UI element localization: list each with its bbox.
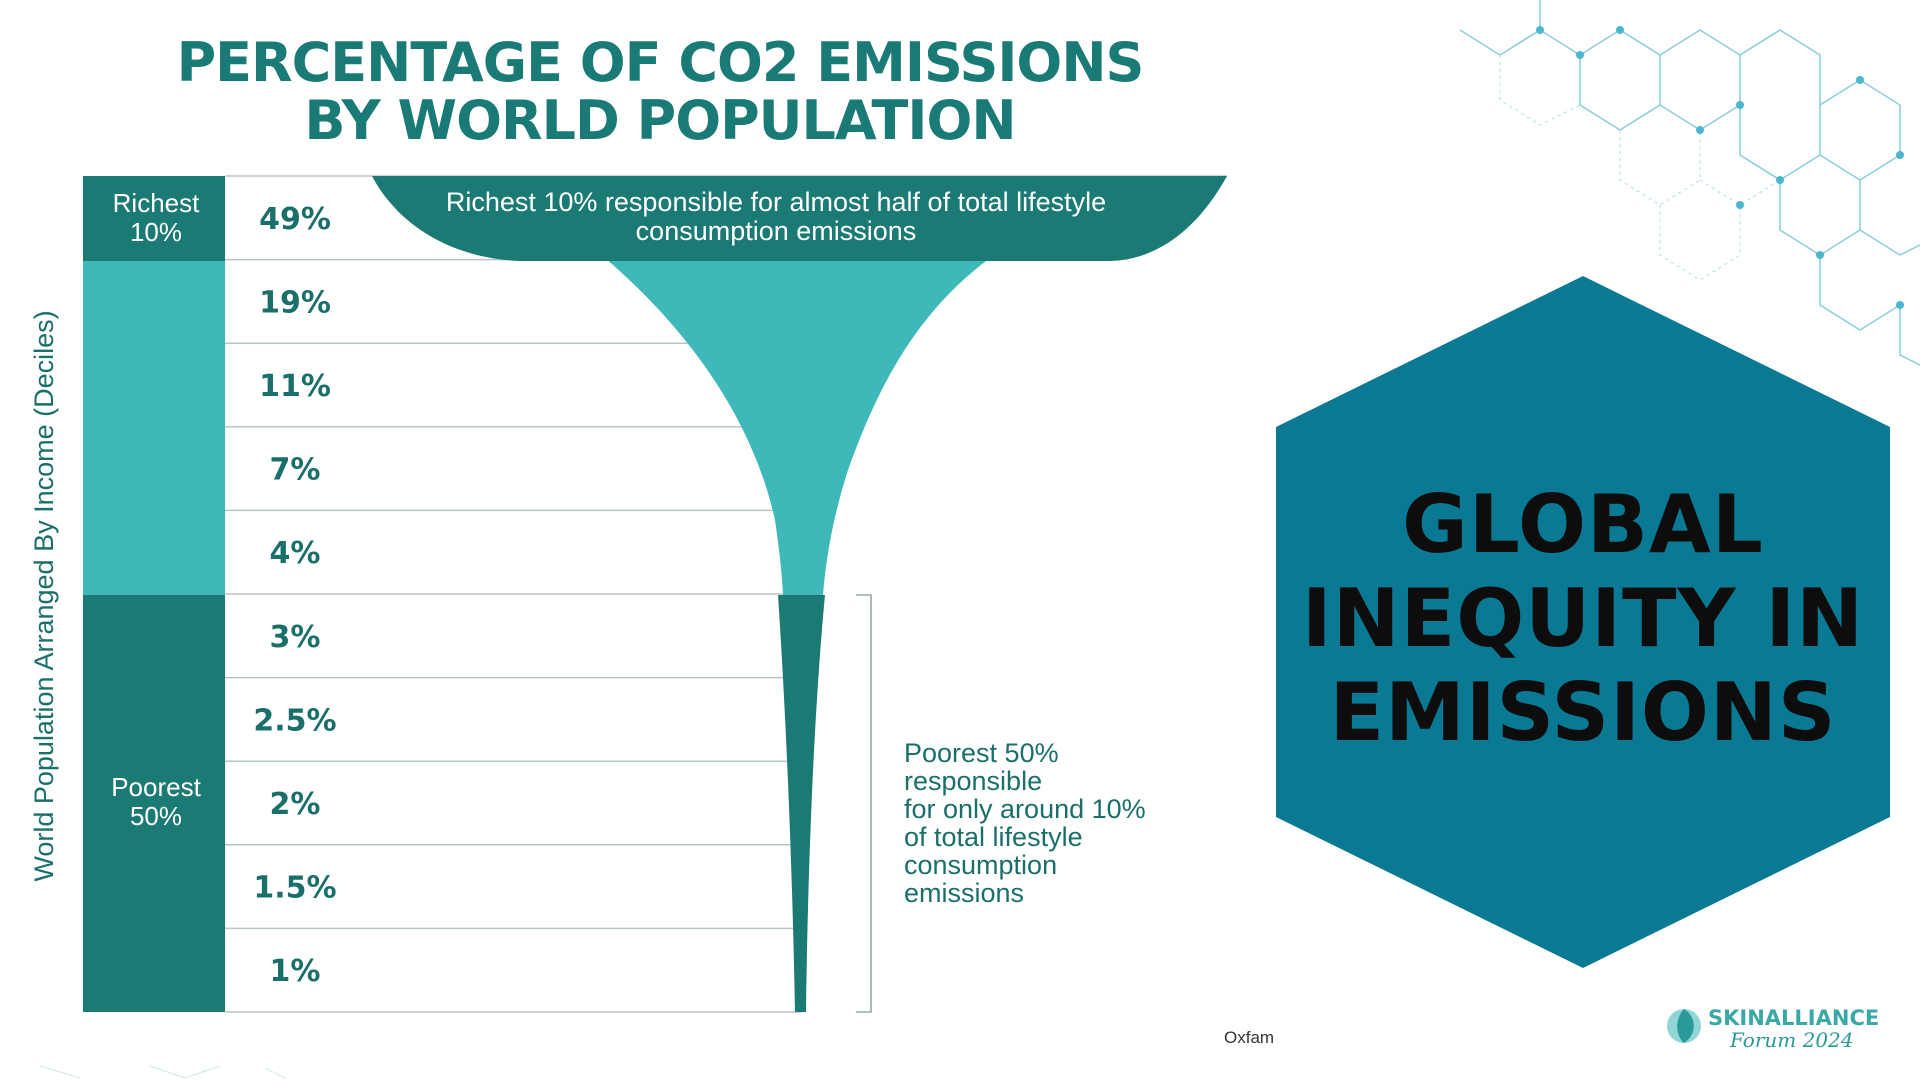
poorest-annotation-line-6: emissions [904,878,1024,908]
logo-mark-inner [1677,1009,1694,1043]
value-label: 19% [259,285,331,320]
richest-label-line-2: 10% [130,217,182,247]
headline-line-2: INEQUITY IN [1301,572,1865,665]
poorest-annotation-line-2: responsible [904,766,1042,796]
logo-sub-text: Forum 2024 [1730,1028,1854,1052]
value-label: 1% [270,954,321,989]
richest-label-line-1: Richest [113,188,200,218]
chart-title-line-2: BY WORLD POPULATION [304,89,1016,152]
poorest-label-line-2: 50% [130,801,182,831]
poorest-label-line-1: Poorest [111,772,201,802]
value-label: 49% [259,202,331,237]
y-axis-label: World Population Arranged By Income (Dec… [29,310,59,881]
value-label: 2.5% [253,703,336,738]
richest-callout-shape [372,176,1227,261]
headline-line-3: EMISSIONS [1329,666,1837,759]
chart-title: PERCENTAGE OF CO2 EMISSIONS BY WORLD POP… [100,34,1220,150]
value-label: 7% [270,453,321,488]
value-labels: 49% 19% 11% 7% 4% 3% 2.5% 2% 1.5% 1% [253,202,336,989]
value-label: 3% [270,620,321,655]
hexagon-shape [1276,276,1890,968]
skinalliance-logo [1667,1009,1701,1043]
headline: GLOBAL INEQUITY IN EMISSIONS [1286,478,1880,760]
value-label: 1.5% [253,871,336,906]
richest-callout-line-2: consumption emissions [636,216,917,246]
poorest-annotation-line-3: for only around 10% [904,794,1146,824]
poorest-bracket [856,594,872,1013]
poorest-annotation-line-4: of total lifestyle [904,822,1083,852]
logo-brand-text: SKINALLIANCE [1708,1006,1880,1030]
value-label: 4% [270,536,321,571]
chart-title-line-1: PERCENTAGE OF CO2 EMISSIONS [176,31,1145,94]
value-label: 11% [259,369,331,404]
poorest-band [83,595,225,1012]
poorest-annotation-line-1: Poorest 50% [904,738,1059,768]
value-label: 2% [270,787,321,822]
middle-band [83,261,225,595]
bottom-decoration [39,1065,286,1079]
funnel-upper-shape [605,258,990,595]
hexagon-network-decoration [1459,0,1920,366]
source-credit: Oxfam [1224,1028,1275,1047]
headline-line-1: GLOBAL [1402,478,1764,571]
funnel-lower-shape [778,595,825,1012]
emissions-funnel-chart: Richest 10% Poorest 50% 49% 19% 11% 7% 4% 3% 2… [29,175,1227,1079]
poorest-annotation-line-5: consumption [904,850,1057,880]
headline-hexagon [1276,276,1890,968]
richest-band [83,176,225,261]
richest-callout-line-1: Richest 10% responsible for almost half … [446,187,1106,217]
